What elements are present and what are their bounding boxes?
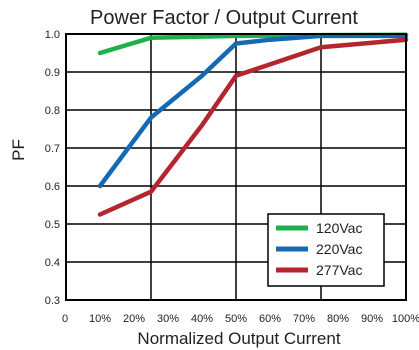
series-line-220vac	[97, 33, 409, 189]
y-tick-label: 0.9	[45, 67, 60, 79]
x-tick-label: 80%	[327, 313, 349, 325]
plot-frame	[65, 33, 407, 301]
y-tick-label: 0.7	[45, 143, 60, 155]
x-tick-label: 90%	[361, 313, 383, 325]
legend-label-220vac: 220Vac	[316, 241, 362, 257]
x-tick-label: 10%	[89, 313, 111, 325]
series-line-277vac	[97, 37, 409, 217]
y-tick-label: 0.3	[45, 295, 60, 307]
x-tick-label: 70%	[293, 313, 315, 325]
y-tick-label: 0.5	[45, 219, 60, 231]
x-tick-label: 40%	[191, 313, 213, 325]
y-tick-label: 1.0	[45, 29, 60, 41]
x-axis-title: Normalized Output Current	[137, 329, 340, 348]
x-tick-label: 60%	[259, 313, 281, 325]
legend-label-120vac: 120Vac	[316, 220, 362, 236]
y-axis-title: PF	[9, 139, 28, 161]
y-tick-label: 0.8	[45, 105, 60, 117]
x-tick-label: 100%	[392, 313, 419, 325]
x-tick-label: 30%	[157, 313, 179, 325]
y-tick-label: 0.4	[45, 257, 60, 269]
legend-label-277vac: 277Vac	[316, 262, 362, 278]
y-tick-label: 0.6	[45, 181, 60, 193]
x-tick-label: 20%	[123, 313, 145, 325]
legend: 120Vac 220Vac 277Vac	[267, 213, 385, 287]
x-tick-label: 50%	[225, 313, 247, 325]
series-lines	[97, 32, 409, 217]
axis-ticks: 0 10% 20% 30% 40% 50% 60% 70% 80% 90% 100% 0.3 0.4 0.…	[45, 29, 419, 325]
chart-title: Power Factor / Output Current	[90, 7, 358, 29]
x-tick-label: 0	[62, 313, 68, 325]
